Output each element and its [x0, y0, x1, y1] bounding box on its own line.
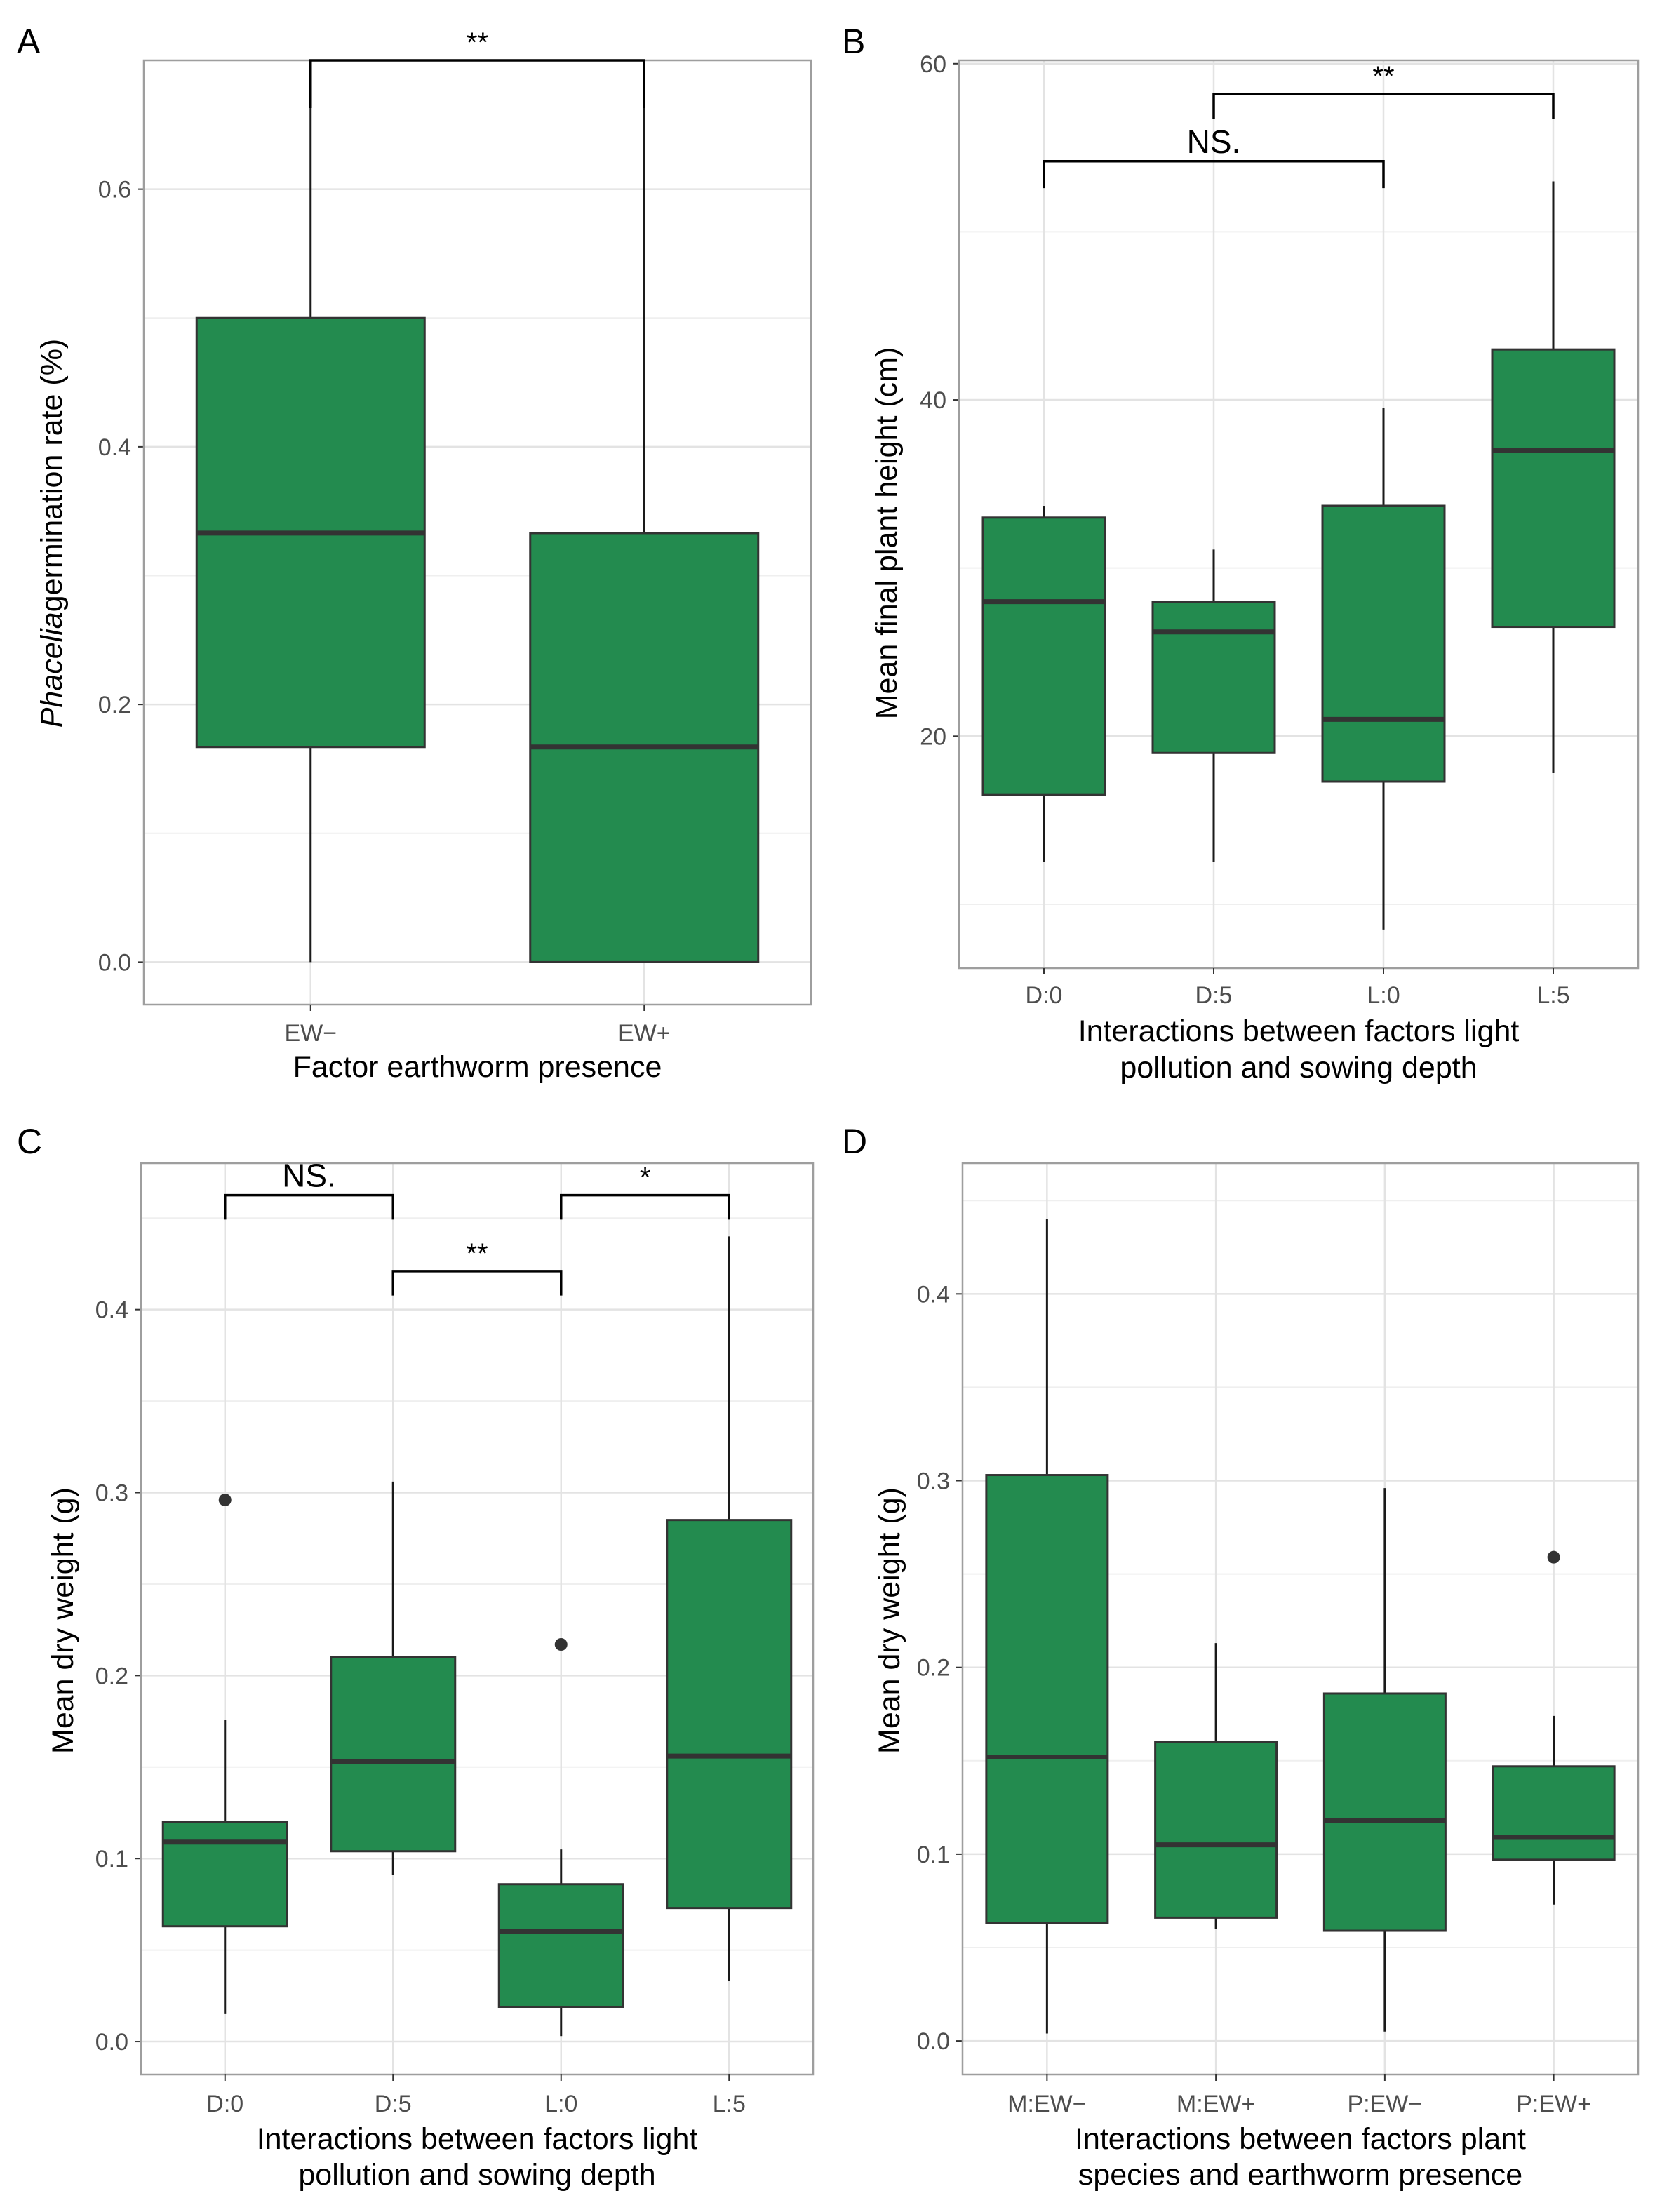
x-tick-label: P:EW+ — [1516, 2091, 1591, 2117]
box-iqr — [497, 1883, 624, 2008]
significance-bracket — [224, 1193, 394, 1220]
box-EW− — [195, 102, 426, 963]
x-tick-label: M:EW+ — [1177, 2091, 1255, 2117]
panel-border — [958, 59, 1640, 970]
y-tick-label: 0.3 — [95, 1480, 128, 1507]
significance-label: ** — [1372, 61, 1394, 92]
box-EW+ — [529, 102, 760, 963]
x-axis-title: pollution and sowing depth — [298, 2158, 655, 2192]
significance-bracket — [1043, 160, 1385, 189]
box-iqr — [330, 1656, 457, 1853]
significance-label: ** — [467, 27, 488, 58]
panel-C: C 0.0 0.1 0.2 0.3 0.4 D:0 D:5 L:0 L:5 Interactions… — [17, 1122, 815, 2192]
x-tick-label: M:EW− — [1007, 2091, 1086, 2117]
x-axis-title: Interactions between factors plant — [1075, 2122, 1526, 2156]
x-tick-label: L:5 — [713, 2091, 746, 2117]
x-axis-title: pollution and sowing depth — [1120, 1051, 1477, 1085]
x-tick-label: D:5 — [375, 2091, 412, 2117]
y-axis-title: Mean dry weight (g) — [46, 1487, 80, 1754]
panel-A: A 0.0 0.2 0.4 0.6 EW− EW+ Factor earthworm pres… — [17, 22, 812, 1084]
y-tick-label: 0.3 — [917, 1468, 950, 1495]
significance-label: NS. — [1187, 123, 1241, 160]
box-P:EW− — [1322, 1488, 1447, 2032]
box-iqr — [1491, 348, 1616, 629]
significance-bracket — [391, 1270, 563, 1296]
box-iqr — [1151, 601, 1276, 754]
y-tick-label: 0.2 — [95, 1663, 128, 1689]
x-axis-title: Interactions between factors light — [1078, 1014, 1520, 1048]
x-tick-label: L:0 — [544, 2091, 577, 2117]
box-L:0 — [1321, 408, 1446, 930]
box-D:0 — [981, 506, 1106, 863]
panel-letter: B — [842, 22, 865, 61]
y-axis-title-rest: germination rate (%) — [35, 339, 69, 612]
panel-border — [961, 1162, 1640, 2076]
box-iqr — [1154, 1741, 1278, 1919]
significance-label: * — [640, 1162, 651, 1193]
x-axis-title: Factor earthworm presence — [293, 1050, 662, 1084]
y-tick-label: 0.2 — [98, 692, 131, 718]
y-tick-label: 0.1 — [95, 1846, 128, 1872]
y-axis-title: Phaceliagermination rate (%) — [35, 339, 69, 728]
y-tick-label: 0.0 — [917, 2028, 950, 2055]
box-L:5 — [1491, 181, 1616, 774]
box-iqr — [666, 1519, 793, 1910]
panel-border — [140, 1162, 815, 2076]
y-axis-title: Mean final plant height (cm) — [870, 347, 904, 720]
significance-bracket — [1212, 93, 1555, 119]
y-tick-label: 0.4 — [95, 1297, 128, 1324]
outlier-point — [218, 1493, 232, 1506]
outlier-point — [1547, 1550, 1560, 1564]
x-tick-label: L:5 — [1536, 982, 1569, 1009]
significance-label: NS. — [282, 1158, 336, 1194]
x-axis-title: Interactions between factors light — [257, 2122, 698, 2156]
panel-letter: C — [17, 1122, 42, 1161]
x-tick-label: EW+ — [618, 1020, 671, 1047]
significance-bracket — [560, 1193, 730, 1220]
y-tick-label: 40 — [920, 387, 946, 414]
y-tick-label: 20 — [920, 723, 946, 750]
box-iqr — [1322, 1692, 1447, 1932]
x-tick-label: L:0 — [1367, 982, 1400, 1009]
x-tick-label: D:5 — [1195, 982, 1233, 1009]
box-P:EW+ — [1492, 1550, 1616, 1905]
y-tick-label: 0.6 — [98, 177, 131, 203]
box-M:EW− — [985, 1219, 1109, 2034]
box-D:0 — [161, 1493, 288, 2014]
x-axis-title: species and earthworm presence — [1078, 2158, 1522, 2192]
x-tick-label: P:EW− — [1348, 2091, 1423, 2117]
panel-letter: D — [842, 1122, 867, 1161]
panel-B: B 20 40 60 D:0 D:5 L:0 L:5 Interactions between … — [842, 22, 1640, 1085]
panel-letter: A — [17, 22, 41, 61]
box-iqr — [985, 1474, 1109, 1924]
box-iqr — [981, 516, 1106, 796]
significance-bracket — [309, 59, 645, 108]
x-tick-label: EW− — [284, 1020, 337, 1047]
y-tick-label: 0.2 — [917, 1655, 950, 1682]
y-tick-label: 60 — [920, 51, 946, 78]
box-M:EW+ — [1154, 1643, 1278, 1929]
box-D:5 — [1151, 549, 1276, 863]
y-tick-label: 0.4 — [98, 434, 131, 461]
y-axis-title: Mean dry weight (g) — [873, 1487, 906, 1754]
panel-D: D 0.0 0.1 0.2 0.3 0.4 M:EW− M:EW+ P:EW− P:EW+ Inte… — [842, 1122, 1640, 2192]
significance-label: ** — [466, 1238, 488, 1269]
y-tick-label: 0.4 — [917, 1281, 950, 1308]
y-tick-label: 0.1 — [917, 1842, 950, 1868]
x-tick-label: D:0 — [1026, 982, 1063, 1009]
y-tick-label: 0.0 — [95, 2029, 128, 2056]
box-iqr — [161, 1821, 288, 1928]
box-L:5 — [666, 1236, 793, 1981]
box-iqr — [1492, 1765, 1616, 1861]
box-iqr — [1321, 504, 1446, 783]
y-axis-title-italic: Phacelia — [35, 612, 69, 728]
outlier-point — [554, 1638, 568, 1651]
x-tick-label: D:0 — [206, 2091, 243, 2117]
y-tick-label: 0.0 — [98, 949, 131, 976]
box-D:5 — [330, 1481, 457, 1875]
box-L:0 — [497, 1638, 624, 2037]
